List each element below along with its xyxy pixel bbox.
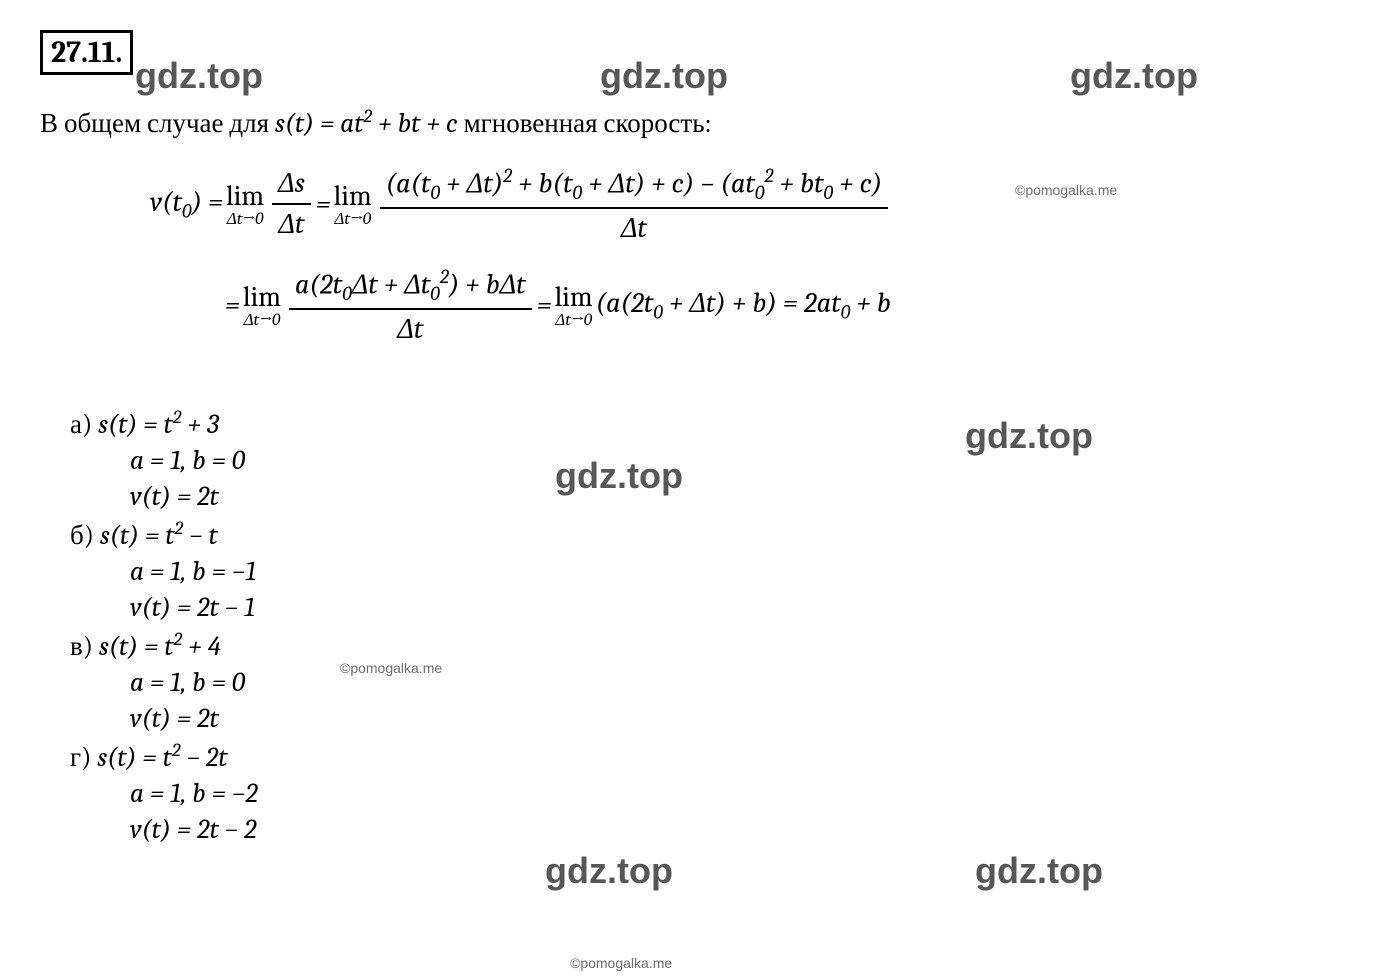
- watermark-gdz: gdz.top: [965, 415, 1093, 457]
- fraction-2: (a(t0 + Δt)2 + b(t0 + Δt) + c) − (at02 +…: [380, 164, 888, 245]
- problem-g: г) s(t) = t2 − 2t a = 1, b = −2 v(t) = 2…: [70, 739, 1360, 845]
- problem-b-v: v(t) = 2t − 1: [130, 592, 1360, 623]
- frac3-den: Δt: [391, 310, 429, 346]
- frac2-den: Δt: [615, 209, 653, 245]
- watermark-gdz: gdz.top: [600, 55, 728, 97]
- intro-text: В общем случае для s(t) = at2 + bt + c м…: [40, 105, 1360, 139]
- problem-v-label: в): [70, 631, 99, 662]
- lim-text: lim: [334, 180, 372, 212]
- watermark-gdz: gdz.top: [1070, 55, 1198, 97]
- eq-3: =: [537, 289, 552, 321]
- eq-1: =: [316, 188, 331, 220]
- formula-line-2: = lim Δt→0 a(2t0Δt + Δt02) + bΔt Δt = li…: [225, 265, 1360, 346]
- lim-sub: Δt→0: [244, 310, 281, 330]
- formula-rhs: (a(2t0 + Δt) + b) = 2at0 + b: [596, 287, 891, 324]
- intro-formula: s(t) = at2 + bt + c: [275, 108, 458, 139]
- problem-g-v: v(t) = 2t − 2: [130, 814, 1360, 845]
- watermark-pomogalka: ©pomogalka.me: [570, 955, 672, 971]
- watermark-gdz: gdz.top: [135, 55, 263, 97]
- watermark-gdz: gdz.top: [555, 455, 683, 497]
- formula-line-1: v(t0) = lim Δt→0 Δs Δt = lim Δt→0 (a(t0 …: [150, 164, 1360, 245]
- frac2-num: (a(t0 + Δt)2 + b(t0 + Δt) + c) − (at02 +…: [380, 164, 888, 209]
- lim-sub: Δt→0: [227, 209, 264, 229]
- lim-2: lim Δt→0: [334, 180, 372, 229]
- watermark-gdz: gdz.top: [545, 850, 673, 892]
- watermark-pomogalka: ©pomogalka.me: [340, 660, 442, 676]
- problem-v-v: v(t) = 2t: [130, 703, 1360, 734]
- problem-v-s: s(t) = t2 + 4: [99, 631, 221, 662]
- intro-suffix: мгновенная скорость:: [458, 108, 712, 139]
- fraction-1: Δs Δt: [272, 167, 311, 241]
- intro-prefix: В общем случае для: [40, 108, 275, 139]
- problem-g-s: s(t) = t2 − 2t: [97, 742, 227, 773]
- problem-b: б) s(t) = t2 − t a = 1, b = −1 v(t) = 2t…: [70, 517, 1360, 623]
- problems-list: а) s(t) = t2 + 3 a = 1, b = 0 v(t) = 2t …: [70, 406, 1360, 845]
- problem-a-v: v(t) = 2t: [130, 481, 1360, 512]
- frac3-num: a(2t0Δt + Δt02) + bΔt: [289, 265, 532, 310]
- lim-text: lim: [555, 281, 593, 313]
- lim-1: lim Δt→0: [226, 180, 264, 229]
- lim-4: lim Δt→0: [555, 281, 593, 330]
- problem-g-label: г): [70, 742, 97, 773]
- problem-a-label: а): [70, 409, 98, 440]
- problem-b-ab: a = 1, b = −1: [130, 556, 1360, 587]
- lim-text: lim: [226, 180, 264, 212]
- problem-a: а) s(t) = t2 + 3 a = 1, b = 0 v(t) = 2t: [70, 406, 1360, 512]
- problem-v-ab: a = 1, b = 0: [130, 667, 1360, 698]
- frac1-num: Δs: [272, 167, 311, 205]
- problem-a-ab: a = 1, b = 0: [130, 445, 1360, 476]
- lim-sub: Δt→0: [334, 209, 371, 229]
- watermark-pomogalka: ©pomogalka.me: [1015, 182, 1117, 198]
- fraction-3: a(2t0Δt + Δt02) + bΔt Δt: [289, 265, 532, 346]
- eq-2: =: [225, 289, 240, 321]
- lim-sub: Δt→0: [555, 310, 592, 330]
- watermark-gdz: gdz.top: [975, 850, 1103, 892]
- problem-g-ab: a = 1, b = −2: [130, 778, 1360, 809]
- main-formula-block: v(t0) = lim Δt→0 Δs Δt = lim Δt→0 (a(t0 …: [150, 164, 1360, 346]
- problem-a-s: s(t) = t2 + 3: [98, 409, 219, 440]
- problem-v: в) s(t) = t2 + 4 a = 1, b = 0 v(t) = 2t: [70, 628, 1360, 734]
- lim-text: lim: [243, 281, 281, 313]
- problem-b-label: б): [70, 520, 100, 551]
- frac1-den: Δt: [272, 205, 310, 241]
- problem-b-s: s(t) = t2 − t: [100, 520, 218, 551]
- problem-number: 27.11.: [40, 30, 133, 75]
- formula-lhs: v(t0) =: [150, 186, 223, 223]
- lim-3: lim Δt→0: [243, 281, 281, 330]
